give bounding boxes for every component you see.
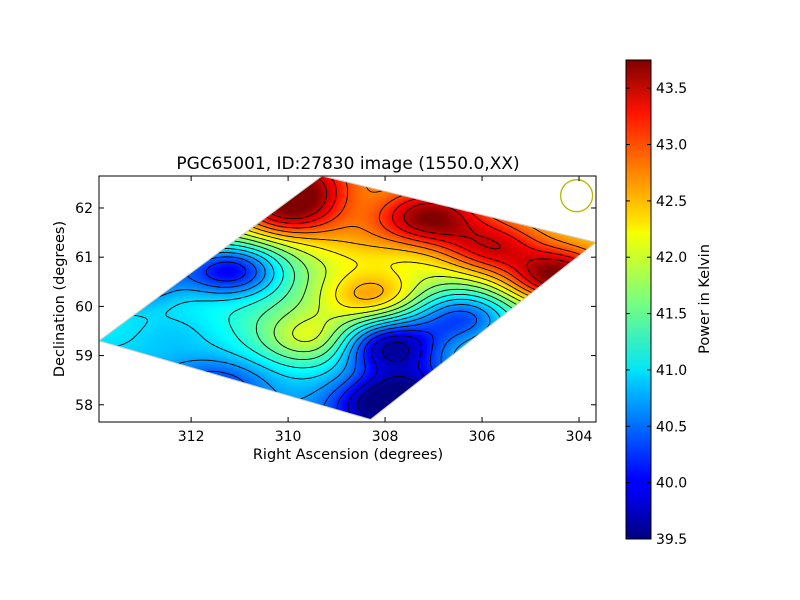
x-axis-label: Right Ascension (degrees)	[253, 447, 443, 463]
coverage-edge	[97, 175, 598, 421]
colorbar-tick-label: 42.5	[656, 194, 687, 210]
colorbar-tick-label: 41.5	[656, 307, 687, 323]
plot-frame	[98, 175, 597, 423]
colorbar-tick-label: 40.5	[656, 419, 687, 435]
y-tick-label: 59	[75, 349, 93, 365]
colorbar	[625, 59, 652, 540]
colorbar-tick-label: 43.5	[656, 81, 687, 97]
colorbar-tick-label: 41.0	[656, 363, 687, 379]
colorbar-label: Power in Kelvin	[697, 244, 713, 354]
x-tick-label: 306	[469, 429, 496, 445]
y-tick-label: 60	[75, 299, 93, 315]
x-axis: 312 310 308 306 304	[178, 176, 593, 445]
colorbar-tick-label: 42.0	[656, 250, 687, 266]
colorbar-ticks: 39.5 40.0 40.5 41.0 41.5 42.0 42.5 43.0 43.5	[626, 81, 687, 548]
x-tick-label: 304	[566, 429, 593, 445]
y-tick-label: 62	[75, 201, 93, 217]
y-tick-label: 61	[75, 250, 93, 266]
beam-marker	[559, 179, 594, 213]
colorbar-tick-label: 39.5	[656, 532, 687, 548]
y-axis-label: Declination (degrees)	[52, 221, 68, 377]
x-tick-label: 310	[275, 429, 302, 445]
chart-title: PGC65001, ID:27830 image (1550.0,XX)	[176, 154, 519, 174]
y-tick-label: 58	[75, 398, 93, 414]
x-tick-label: 312	[178, 429, 205, 445]
y-axis: 58 59 60 61 62	[75, 201, 596, 414]
x-tick-label: 308	[372, 429, 399, 445]
colorbar-tick-label: 40.0	[656, 476, 687, 492]
colorbar-tick-label: 43.0	[656, 138, 687, 154]
